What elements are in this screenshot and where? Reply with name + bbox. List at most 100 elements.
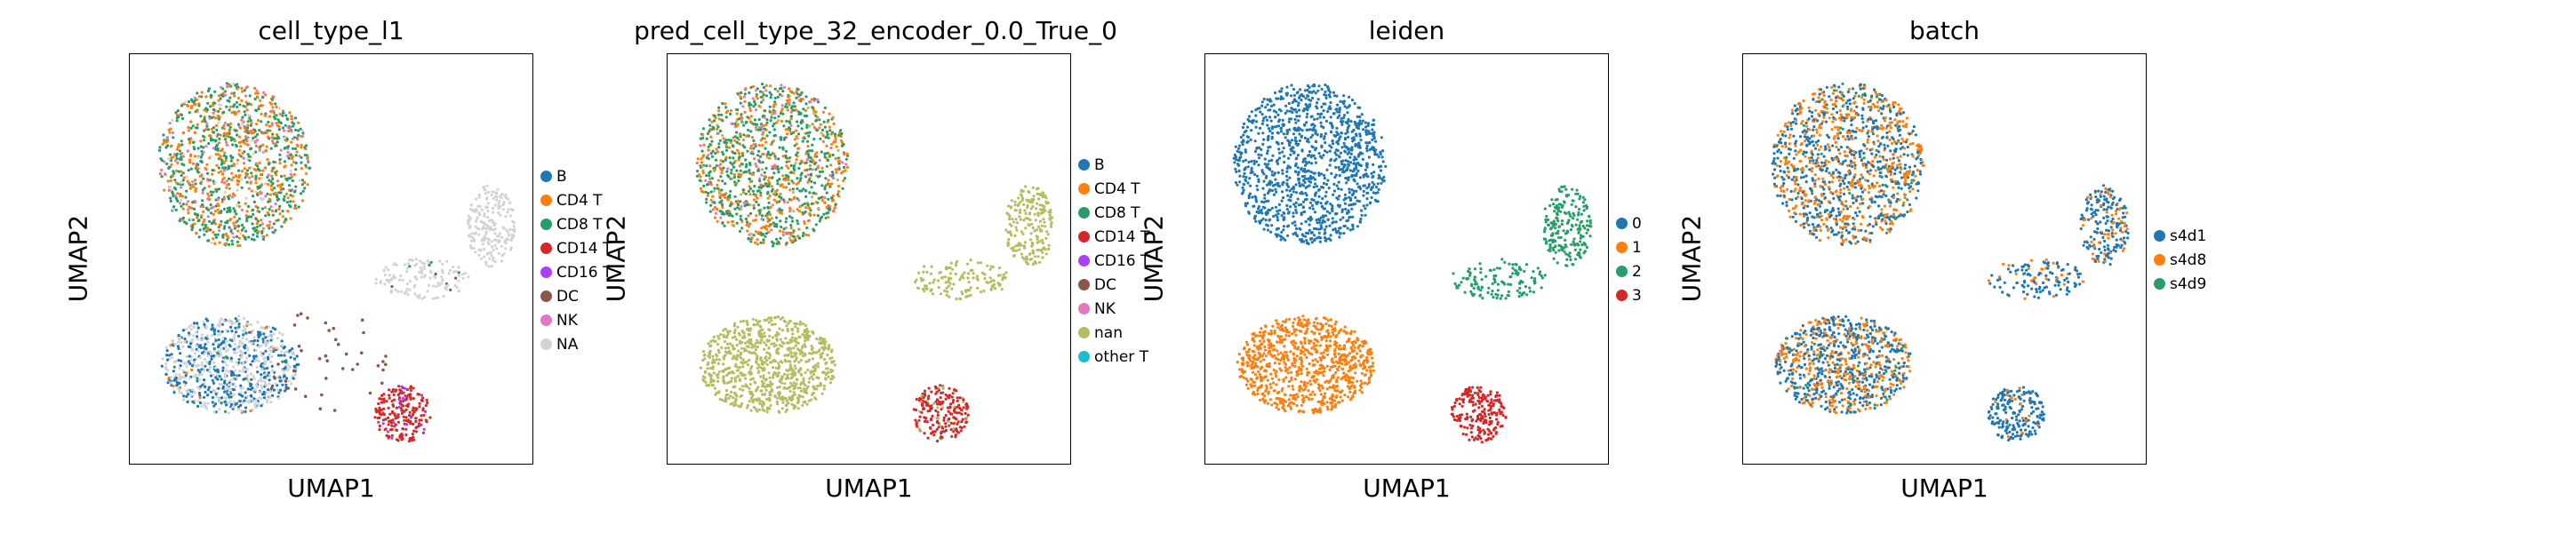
scatter-point: [414, 258, 418, 261]
scatter-point: [822, 338, 827, 341]
scatter-point: [815, 387, 819, 391]
scatter-point: [801, 98, 804, 101]
scatter-point: [770, 319, 773, 322]
scatter-point: [291, 147, 295, 150]
scatter-point: [210, 357, 213, 361]
scatter-point: [266, 341, 269, 345]
scatter-point: [412, 397, 415, 401]
scatter-point: [175, 169, 179, 172]
scatter-point: [717, 358, 721, 362]
scatter-point: [822, 387, 826, 391]
scatter-point: [236, 133, 239, 137]
scatter-point: [733, 335, 737, 338]
scatter-point: [932, 434, 936, 437]
scatter-point: [796, 378, 799, 381]
scatter-point: [205, 334, 209, 338]
scatter-point: [269, 338, 273, 342]
scatter-point: [786, 99, 789, 102]
scatter-point: [240, 139, 244, 144]
scatter-point: [788, 320, 791, 323]
scatter-point: [507, 208, 510, 211]
scatter-point: [940, 430, 943, 434]
scatter-point: [739, 135, 742, 139]
scatter-point: [744, 385, 748, 388]
scatter-point: [835, 171, 838, 174]
scatter-point: [719, 168, 723, 171]
scatter-point: [249, 123, 252, 127]
scatter-point: [216, 198, 220, 202]
scatter-point: [836, 184, 841, 188]
scatter-point: [202, 150, 205, 154]
scatter-point: [760, 336, 764, 339]
scatter-point: [767, 397, 771, 401]
scatter-point: [711, 208, 715, 211]
scatter-point: [783, 136, 787, 139]
scatter-point: [395, 406, 398, 410]
scatter-point: [813, 181, 817, 185]
scatter-point: [221, 234, 225, 237]
scatter-point: [736, 136, 740, 139]
scatter-point: [782, 85, 786, 89]
scatter-point: [798, 179, 802, 182]
scatter-point: [262, 390, 266, 394]
scatter-point: [748, 386, 751, 390]
scatter-point: [772, 152, 776, 155]
scatter-point: [250, 383, 253, 386]
scatter-point: [750, 236, 754, 240]
scatter-point: [274, 102, 277, 106]
scatter-point: [709, 135, 713, 139]
scatter-point: [755, 408, 758, 411]
scatter-point: [254, 144, 258, 147]
scatter-point: [457, 266, 460, 269]
scatter-point: [209, 390, 212, 394]
scatter-point: [724, 141, 729, 145]
scatter-point: [754, 342, 757, 346]
scatter-point: [750, 150, 754, 154]
scatter-point: [420, 414, 423, 418]
scatter-point: [194, 188, 197, 192]
scatter-point: [268, 197, 272, 202]
scatter-point: [236, 109, 241, 113]
scatter-point: [808, 167, 812, 171]
scatter-point: [186, 200, 190, 203]
scatter-point: [257, 359, 260, 362]
scatter-point: [205, 319, 210, 322]
scatter-point: [707, 384, 710, 387]
scatter-point: [218, 382, 221, 386]
scatter-point: [284, 379, 288, 383]
scatter-point: [732, 347, 736, 351]
scatter-point: [391, 403, 395, 407]
scatter-point: [408, 279, 412, 282]
scatter-point: [233, 333, 236, 337]
scatter-point: [794, 337, 797, 340]
scatter-point: [754, 108, 758, 112]
scatter-point: [223, 190, 227, 194]
scatter-point: [764, 147, 767, 150]
scatter-point: [217, 94, 220, 98]
scatter-point: [788, 207, 792, 211]
scatter-point: [327, 329, 331, 332]
scatter-point: [268, 353, 271, 356]
scatter-point: [792, 196, 796, 200]
scatter-point: [300, 192, 303, 195]
scatter-point: [765, 155, 769, 159]
scatter-point: [239, 391, 243, 394]
scatter-point: [812, 373, 816, 377]
scatter-point: [209, 190, 212, 194]
scatter-point: [414, 419, 418, 424]
scatter-point: [284, 123, 287, 127]
scatter-point: [740, 340, 744, 345]
legend-marker: [540, 338, 552, 350]
scatter-point: [237, 358, 241, 362]
scatter-point: [214, 235, 218, 239]
scatter-point: [426, 290, 429, 293]
scatter-point: [826, 151, 829, 155]
scatter-point: [801, 346, 804, 349]
scatter-point: [324, 354, 328, 358]
scatter-point: [789, 106, 793, 109]
scatter-point: [259, 99, 262, 102]
scatter-point: [268, 382, 271, 386]
scatter-point: [435, 284, 438, 289]
scatter-point: [196, 377, 199, 380]
scatter-canvas: [695, 83, 1054, 443]
